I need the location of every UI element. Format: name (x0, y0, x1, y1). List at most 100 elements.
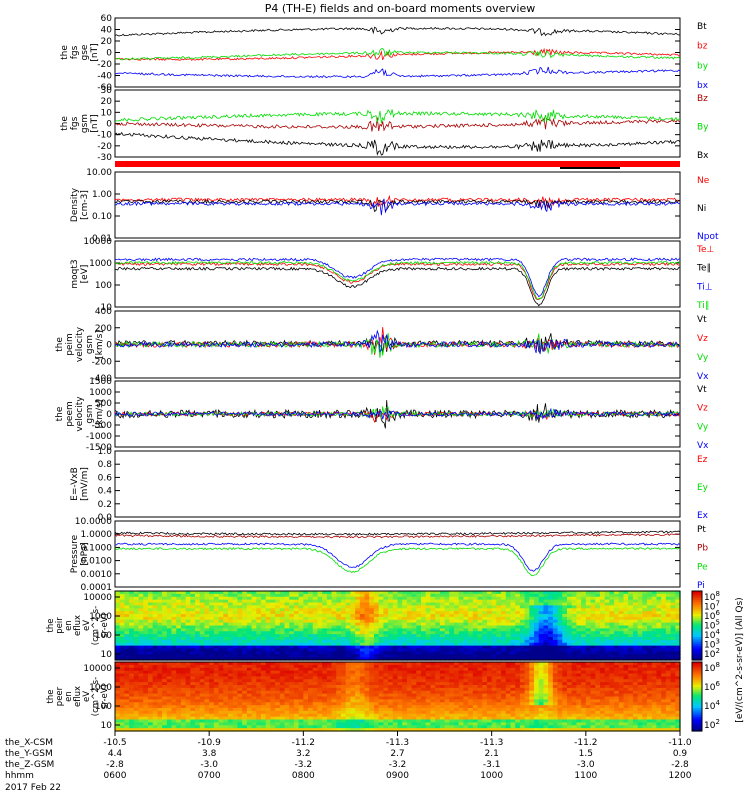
ytick-label: 40 (101, 26, 113, 36)
legend-ti∥: Ti∥ (696, 301, 709, 311)
xaxis-value: 1200 (669, 771, 692, 781)
axis-label: peim (65, 333, 75, 356)
colorbar-tick: 108 (704, 661, 720, 674)
axis-label: Pressure (70, 534, 80, 573)
panel-frame (115, 451, 680, 517)
series-line-vz (115, 327, 680, 355)
xaxis-value: 0900 (386, 771, 409, 781)
axis-label: sr-eV) (100, 613, 110, 638)
ytick-label: 0.0001 (81, 583, 113, 593)
xaxis-value: -11.3 (480, 738, 503, 748)
status-bar (115, 161, 680, 167)
ytick-label: 0.2 (98, 500, 112, 510)
axis-label: velocity (75, 396, 85, 432)
legend-bz: bz (697, 42, 708, 52)
series-line-pi (115, 543, 680, 571)
ytick-label: 10000 (83, 664, 112, 674)
xaxis-value: -2.8 (106, 760, 124, 770)
ytick-label: 10 (101, 721, 113, 731)
legend-vx: Vx (697, 441, 709, 451)
xaxis-value: 3.8 (202, 749, 217, 759)
ytick-label: 1.0000 (81, 530, 113, 540)
legend-by: by (697, 61, 709, 71)
panel-frame (115, 18, 680, 87)
axis-label: [cm-3] (80, 190, 90, 220)
series-line-bx (115, 133, 680, 156)
colorbar-tick: 106 (704, 680, 720, 693)
ytick-label: 1500 (89, 377, 112, 387)
legend-pb: Pb (697, 544, 708, 554)
axis-label: gsm (80, 114, 90, 133)
ytick-label: 10.00 (86, 168, 112, 178)
legend-pi: Pi (697, 581, 705, 591)
series-line-pb (115, 534, 680, 538)
ytick-label: 20 (101, 97, 113, 107)
ytick-label: 1.00 (92, 190, 112, 200)
xaxis-row-label: hhmm (5, 771, 34, 781)
ytick-label: 0 (106, 410, 112, 420)
legend-te∥: Te∥ (696, 264, 711, 274)
series-line-bx (115, 67, 680, 78)
axis-label: [eV] (80, 265, 90, 284)
series-line-by (115, 49, 680, 60)
series-line-bz (115, 118, 680, 132)
legend-vt: Vt (697, 315, 707, 325)
xaxis-value: 0700 (198, 771, 221, 781)
xaxis-value: 1.5 (579, 749, 593, 759)
legend-vz: Vz (697, 404, 708, 414)
legend-ex: Ex (697, 511, 709, 521)
xaxis-value: 1100 (574, 771, 597, 781)
ytick-label: 10.0000 (75, 517, 112, 527)
xaxis-value: -3.2 (389, 760, 407, 770)
xaxis-value: 2.1 (485, 749, 499, 759)
legend-vt: Vt (697, 385, 707, 395)
ytick-label: -30 (97, 153, 112, 163)
axis-label: Density (70, 187, 80, 222)
panel-frame (115, 521, 680, 587)
ytick-label: 10000 (83, 593, 112, 603)
ytick-label: 100 (95, 281, 112, 291)
ytick-label: 10 (101, 650, 113, 660)
legend-bx: Bx (697, 151, 709, 161)
ytick-label: 0.4 (98, 487, 113, 497)
plot-title: P4 (TH-E) fields and on-board moments ov… (265, 2, 536, 15)
legend-bt: Bt (697, 22, 707, 32)
legend-ne: Ne (697, 176, 710, 186)
legend-vy: Vy (697, 353, 709, 363)
xaxis-row-label: the_Z-GSM (5, 760, 54, 770)
legend-vx: Vx (697, 372, 709, 382)
xaxis-value: -11.3 (386, 738, 409, 748)
colorbar-tick: 102 (704, 718, 720, 731)
xaxis-value: -2.8 (671, 760, 689, 770)
axis-label: [mV/m] (80, 467, 90, 501)
axis-label: velocity (75, 326, 85, 362)
ytick-label: 1000 (89, 388, 112, 398)
xaxis-value: -3.0 (200, 760, 218, 770)
xaxis-value: -11.2 (292, 738, 315, 748)
legend-ey: Ey (697, 483, 709, 493)
xaxis-value: -10.5 (103, 738, 126, 748)
panel-pressure: 10.00001.00000.10000.01000.00100.0001Pre… (70, 517, 708, 593)
legend-by: By (697, 123, 709, 133)
ytick-label: 20 (101, 37, 113, 47)
xaxis-value: 0600 (104, 771, 127, 781)
legend-ti⊥: Ti⊥ (696, 282, 713, 292)
series-line-bz (115, 49, 680, 60)
ytick-label: 400 (95, 307, 112, 317)
status-bar-marker (560, 167, 620, 169)
ytick-label: 10000 (83, 237, 112, 247)
xaxis-value: 0.9 (673, 749, 688, 759)
ytick-label: 0.0010 (81, 570, 113, 580)
series-line-te∥ (115, 267, 680, 305)
legend-pt: Pt (697, 525, 706, 535)
legend-npot: Npot (697, 232, 719, 242)
legend-ni: Ni (697, 204, 706, 214)
axis-label: the (60, 45, 70, 60)
xaxis-value: 0800 (292, 771, 315, 781)
